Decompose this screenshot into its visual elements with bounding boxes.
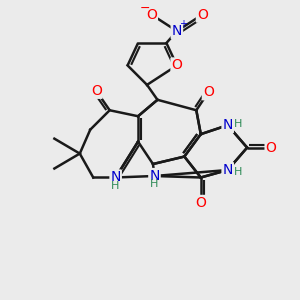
Text: O: O [146,8,157,22]
Text: O: O [172,58,182,72]
Text: H: H [234,167,242,176]
Text: O: O [203,85,214,99]
Text: O: O [91,84,102,98]
Text: O: O [195,196,206,210]
Text: +: + [179,20,187,29]
Text: H: H [234,119,242,129]
Text: N: N [149,169,160,183]
Text: O: O [266,141,277,154]
Text: N: N [223,163,233,177]
Text: H: H [150,179,158,189]
Text: N: N [110,170,121,184]
Text: H: H [111,182,119,191]
Text: −: − [140,2,150,15]
Text: O: O [197,8,208,22]
Text: N: N [172,24,182,38]
Text: N: N [223,118,233,132]
